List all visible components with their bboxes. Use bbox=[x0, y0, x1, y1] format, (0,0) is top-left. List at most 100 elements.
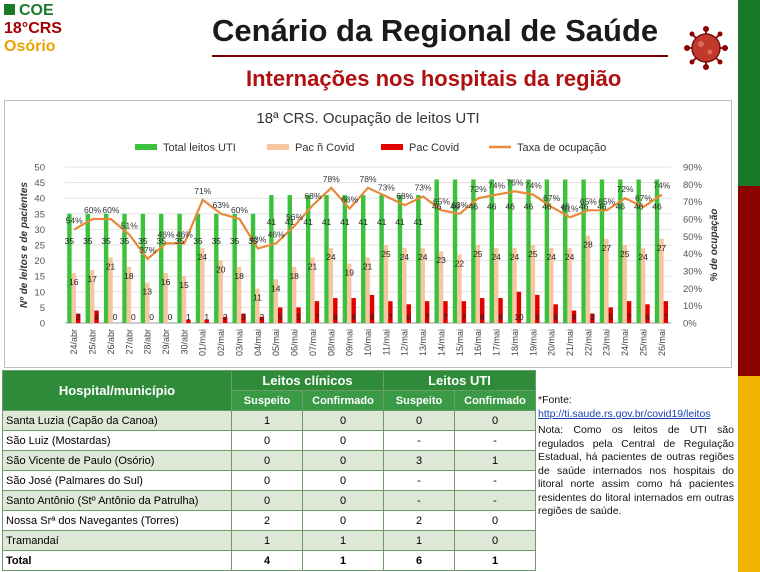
bar-total-leitos bbox=[581, 179, 586, 323]
data-label-taxa: 61% bbox=[561, 203, 578, 213]
data-label-nao-covid: 24 bbox=[510, 252, 520, 262]
bar-pac-covid bbox=[94, 310, 99, 323]
cell-value: 0 bbox=[454, 530, 536, 551]
y2-tick-label: 30% bbox=[683, 267, 703, 278]
y-tick-label: 15 bbox=[34, 272, 45, 283]
bar-pac-nao-covid bbox=[89, 269, 95, 323]
data-label-total: 35 bbox=[212, 236, 222, 246]
data-label-nao-covid: 25 bbox=[620, 249, 630, 259]
data-label-taxa: 72% bbox=[617, 184, 634, 194]
bar-pac-covid bbox=[76, 313, 81, 323]
data-label-taxa: 46% bbox=[157, 229, 174, 239]
row-name: São Luiz (Mostardas) bbox=[2, 430, 232, 451]
bar-total-leitos bbox=[434, 179, 439, 323]
data-label-taxa: 43% bbox=[249, 234, 266, 244]
data-label-total: 41 bbox=[267, 217, 277, 227]
bar-pac-covid bbox=[259, 316, 265, 323]
x-tick-label: 11/mai bbox=[381, 329, 391, 355]
bar-total-leitos bbox=[618, 179, 623, 323]
data-label-taxa: 74% bbox=[488, 181, 505, 191]
data-label-taxa: 60% bbox=[231, 205, 248, 215]
x-tick-label: 22/mai bbox=[583, 329, 593, 356]
data-label-total: 35 bbox=[175, 236, 185, 246]
cell-value: 1 bbox=[302, 550, 384, 571]
cell-value: - bbox=[383, 470, 455, 491]
data-label-nao-covid: 24 bbox=[638, 252, 648, 262]
x-tick-label: 01/mai bbox=[198, 329, 208, 356]
bar-pac-covid bbox=[424, 301, 430, 323]
source-link[interactable]: http://ti.saude.rs.gov.br/covid19/leitos bbox=[538, 407, 711, 420]
cell-value: 6 bbox=[383, 550, 455, 571]
data-label-nao-covid: 15 bbox=[179, 280, 189, 290]
data-label-total: 41 bbox=[340, 217, 350, 227]
data-label-covid: 4 bbox=[572, 312, 577, 322]
bar-total-leitos bbox=[416, 195, 421, 323]
data-label-taxa: 66% bbox=[341, 195, 358, 205]
y-tick-label: 50 bbox=[34, 163, 45, 174]
data-label-covid: 7 bbox=[461, 312, 466, 322]
bar-pac-nao-covid bbox=[218, 260, 223, 323]
data-label-nao-covid: 18 bbox=[124, 271, 134, 281]
bar-pac-nao-covid bbox=[567, 248, 572, 323]
data-label-taxa: 74% bbox=[653, 181, 670, 191]
bar-pac-covid bbox=[222, 316, 228, 323]
bar-pac-nao-covid bbox=[255, 288, 260, 323]
data-label-taxa: 71% bbox=[194, 186, 211, 196]
table-total-row: Total 4 1 6 1 bbox=[2, 550, 536, 571]
x-tick-label: 21/mai bbox=[565, 329, 575, 356]
data-label-covid: 0 bbox=[168, 312, 173, 322]
cell-value: 0 bbox=[302, 410, 384, 431]
bar-pac-nao-covid bbox=[659, 238, 664, 323]
bar-pac-covid bbox=[498, 298, 503, 323]
x-tick-label: 25/mai bbox=[638, 329, 648, 356]
y2-tick-label: 70% bbox=[683, 197, 703, 208]
source-note: *Fonte: http://ti.saude.rs.gov.br/covid1… bbox=[538, 394, 734, 519]
legend-swatch-0 bbox=[135, 144, 157, 150]
data-label-nao-covid: 24 bbox=[198, 252, 208, 262]
table-row: Tramandaí 1 1 1 0 bbox=[2, 530, 536, 551]
org-line-coe: COE bbox=[19, 2, 54, 19]
org-block: COE 18°CRS Osório bbox=[4, 2, 62, 56]
data-label-total: 35 bbox=[138, 236, 148, 246]
data-label-nao-covid: 18 bbox=[234, 271, 244, 281]
data-label-covid: 5 bbox=[296, 312, 301, 322]
y2-tick-label: 40% bbox=[683, 249, 703, 260]
x-tick-label: 14/mai bbox=[436, 329, 446, 356]
data-label-nao-covid: 24 bbox=[491, 252, 501, 262]
cell-value: 0 bbox=[231, 470, 303, 491]
data-label-nao-covid: 24 bbox=[418, 252, 428, 262]
x-tick-label: 12/mai bbox=[400, 329, 410, 356]
cell-value: - bbox=[383, 430, 455, 451]
data-label-taxa: 63% bbox=[451, 200, 468, 210]
x-tick-label: 06/mai bbox=[290, 329, 300, 356]
data-label-taxa: 65% bbox=[598, 196, 615, 206]
bar-total-leitos bbox=[177, 213, 182, 323]
bar-pac-covid bbox=[516, 291, 522, 323]
x-tick-label: 10/mai bbox=[363, 329, 373, 356]
bar-total-leitos bbox=[140, 213, 146, 323]
legend-swatch-1 bbox=[267, 144, 289, 150]
data-label-total: 35 bbox=[83, 236, 93, 246]
data-label-taxa: 72% bbox=[470, 184, 487, 194]
data-label-nao-covid: 11 bbox=[253, 293, 262, 303]
bar-pac-nao-covid bbox=[604, 238, 609, 323]
bar-pac-nao-covid bbox=[163, 273, 168, 323]
data-label-nao-covid: 25 bbox=[381, 249, 391, 259]
x-tick-label: 23/mai bbox=[602, 329, 612, 356]
cell-value: 1 bbox=[302, 530, 384, 551]
bar-total-leitos bbox=[636, 179, 641, 323]
chart-canvas: 18ª CRS. Ocupação de leitos UTI Total le… bbox=[19, 110, 720, 356]
data-label-total: 41 bbox=[395, 217, 405, 227]
y-tick-label: 10 bbox=[34, 287, 45, 298]
data-label-taxa: 65% bbox=[433, 196, 450, 206]
bar-total-leitos bbox=[85, 213, 90, 323]
data-label-covid: 6 bbox=[645, 312, 650, 322]
table-row: Santa Luzia (Capão da Canoa) 1 0 0 0 bbox=[2, 410, 536, 431]
data-label-nao-covid: 19 bbox=[345, 268, 355, 278]
data-label-total: 41 bbox=[414, 217, 424, 227]
cell-value: 0 bbox=[454, 510, 536, 531]
org-line-city: Osório bbox=[4, 38, 56, 55]
data-label-nao-covid: 23 bbox=[436, 255, 446, 265]
y2-tick-label: 50% bbox=[683, 232, 703, 243]
data-label-total: 46 bbox=[579, 201, 589, 211]
